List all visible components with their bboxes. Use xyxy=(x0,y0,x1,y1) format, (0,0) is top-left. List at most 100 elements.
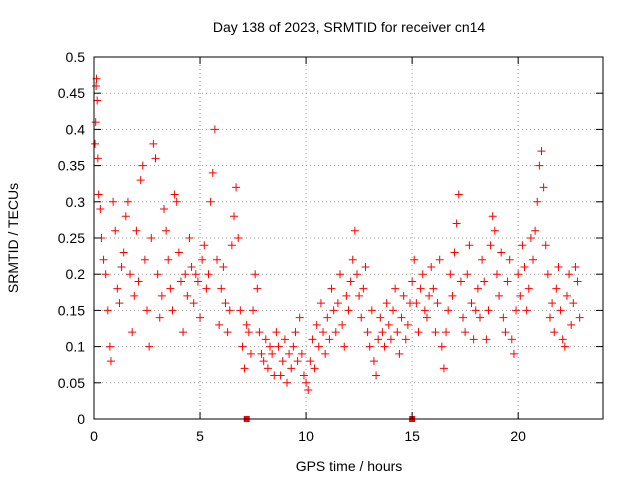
data-point xyxy=(310,364,319,373)
data-point xyxy=(450,248,459,257)
data-point xyxy=(91,118,100,127)
data-point xyxy=(111,226,120,235)
data-point xyxy=(240,364,249,373)
data-point xyxy=(437,342,446,351)
data-point xyxy=(176,277,185,286)
data-point xyxy=(316,299,325,308)
data-point xyxy=(132,226,141,235)
data-point xyxy=(382,299,391,308)
data-point xyxy=(499,313,508,322)
data-point xyxy=(480,277,489,286)
data-point xyxy=(535,161,544,170)
data-point xyxy=(554,262,563,271)
data-point xyxy=(393,328,402,337)
data-point xyxy=(172,197,181,206)
data-point xyxy=(289,342,298,351)
data-point xyxy=(92,81,101,90)
data-point xyxy=(338,320,347,329)
data-point xyxy=(257,349,266,358)
data-point xyxy=(486,241,495,250)
data-point xyxy=(348,255,357,264)
data-point xyxy=(274,342,283,351)
data-point xyxy=(200,241,209,250)
data-point xyxy=(522,306,531,315)
data-point xyxy=(217,284,226,293)
data-point xyxy=(507,335,516,344)
data-point xyxy=(219,262,228,271)
data-point xyxy=(454,190,463,199)
data-point xyxy=(229,212,238,221)
data-point xyxy=(321,349,330,358)
data-point xyxy=(323,313,332,322)
data-point xyxy=(488,212,497,221)
data-point xyxy=(285,349,294,358)
data-point xyxy=(386,335,395,344)
data-point xyxy=(401,335,410,344)
data-point xyxy=(516,291,525,300)
data-point xyxy=(575,313,584,322)
data-point xyxy=(560,342,569,351)
data-point xyxy=(159,205,168,214)
data-point xyxy=(94,190,103,199)
data-point xyxy=(191,270,200,279)
data-point xyxy=(416,284,425,293)
data-point xyxy=(459,313,468,322)
data-point xyxy=(456,277,465,286)
x-tick-label: 5 xyxy=(196,428,204,444)
data-point xyxy=(278,357,287,366)
data-point xyxy=(249,306,258,315)
data-point xyxy=(501,328,510,337)
data-point xyxy=(232,183,241,192)
y-tick-label: 0 xyxy=(77,411,85,427)
y-tick-label: 0.05 xyxy=(58,375,85,391)
data-point xyxy=(433,299,442,308)
data-point xyxy=(196,313,205,322)
data-point xyxy=(361,262,370,271)
data-point xyxy=(342,291,351,300)
data-point xyxy=(153,270,162,279)
data-point xyxy=(244,328,253,337)
data-point xyxy=(562,291,571,300)
data-point xyxy=(103,306,112,315)
data-point xyxy=(463,270,472,279)
data-point xyxy=(293,357,302,366)
data-point xyxy=(357,313,366,322)
data-point xyxy=(206,197,215,206)
data-point xyxy=(442,328,451,337)
data-point xyxy=(164,255,173,264)
data-point xyxy=(130,291,139,300)
data-point xyxy=(280,335,289,344)
data-point xyxy=(297,349,306,358)
data-point xyxy=(181,270,190,279)
data-point xyxy=(367,306,376,315)
data-point xyxy=(473,284,482,293)
data-point xyxy=(365,342,374,351)
data-point xyxy=(410,255,419,264)
data-point xyxy=(314,342,323,351)
data-point xyxy=(512,306,521,315)
data-point xyxy=(225,306,234,315)
data-point xyxy=(552,284,561,293)
data-point xyxy=(329,306,338,315)
data-point xyxy=(384,320,393,329)
data-point xyxy=(475,313,484,322)
data-point xyxy=(374,335,383,344)
data-point xyxy=(439,364,448,373)
data-point xyxy=(179,328,188,337)
data-point xyxy=(363,328,372,337)
data-point xyxy=(145,342,154,351)
data-point xyxy=(565,270,574,279)
data-point xyxy=(276,371,285,380)
data-point xyxy=(446,270,455,279)
y-tick-label: 0.1 xyxy=(66,339,86,355)
data-point xyxy=(471,306,480,315)
data-point xyxy=(529,255,538,264)
data-point xyxy=(484,306,493,315)
data-point xyxy=(420,306,429,315)
data-point xyxy=(261,335,270,344)
y-tick-label: 0.15 xyxy=(58,302,85,318)
data-point xyxy=(359,284,368,293)
data-point xyxy=(319,328,328,337)
data-point xyxy=(537,147,546,156)
data-point xyxy=(101,270,110,279)
